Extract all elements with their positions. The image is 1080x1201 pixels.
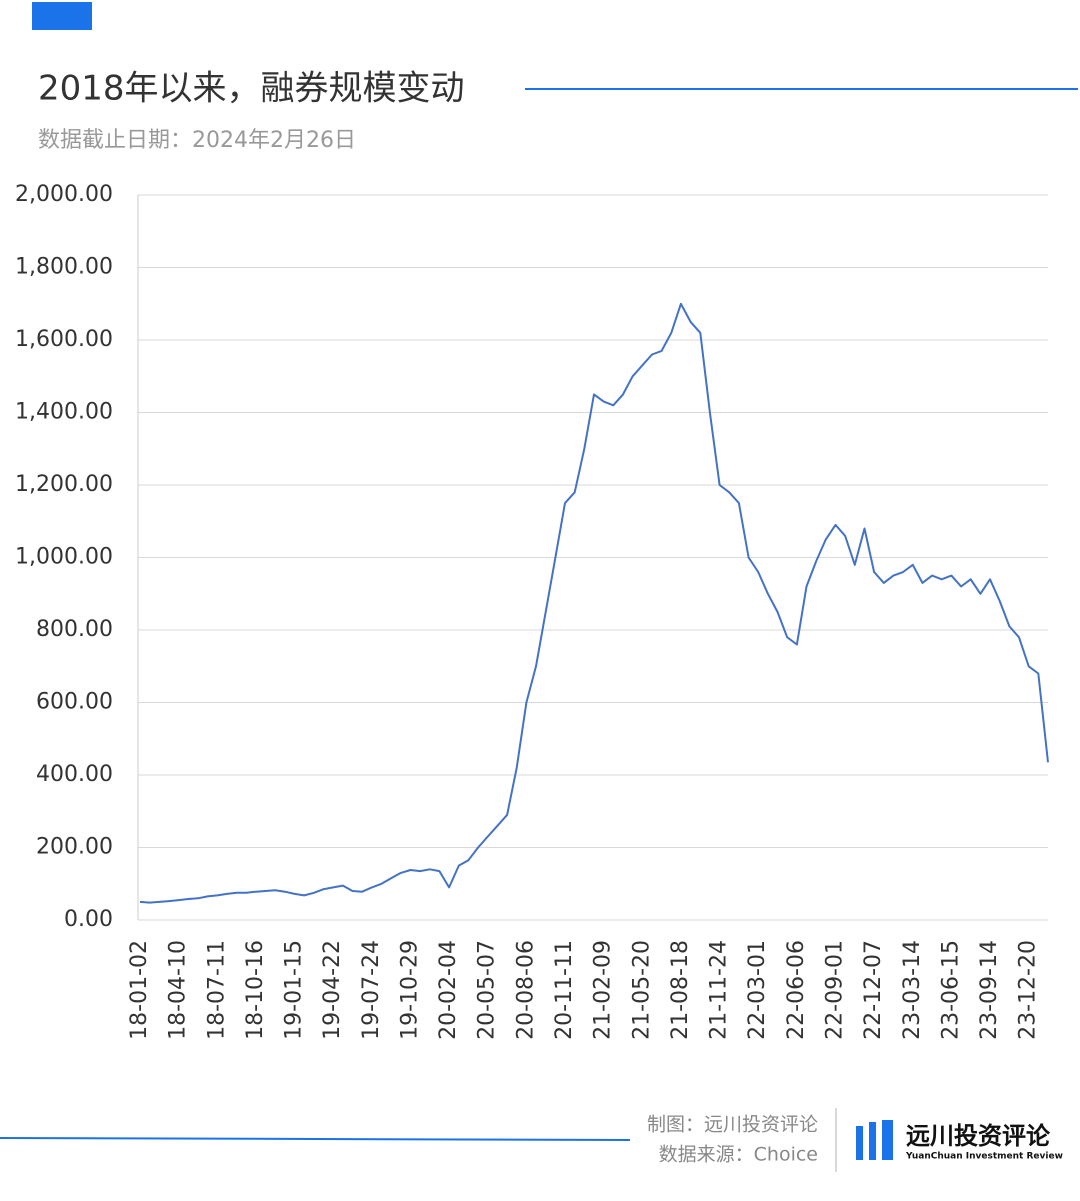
x-tick-label: 20-08-06 bbox=[513, 940, 538, 1040]
y-tick-label: 0.00 bbox=[64, 907, 113, 932]
x-tick-label: 22-06-06 bbox=[784, 940, 809, 1040]
x-tick-label: 22-09-01 bbox=[822, 940, 847, 1040]
x-tick-label: 23-03-14 bbox=[900, 940, 925, 1040]
brand-en: YuanChuan Investment Review bbox=[905, 1152, 1063, 1162]
x-tick-label: 19-01-15 bbox=[282, 940, 307, 1040]
brand: 远川投资评论 bbox=[906, 1122, 1051, 1150]
x-tick-label: 21-08-18 bbox=[668, 940, 693, 1040]
y-tick-label: 2,000.00 bbox=[15, 182, 113, 207]
x-tick-label: 18-07-11 bbox=[204, 940, 229, 1040]
x-tick-label: 19-04-22 bbox=[320, 940, 345, 1040]
x-tick-label: 23-06-15 bbox=[938, 940, 963, 1040]
y-tick-label: 1,600.00 bbox=[15, 327, 113, 352]
chart-subtitle: 数据截止日期：2024年2月26日 bbox=[38, 128, 356, 153]
x-tick-label: 18-10-16 bbox=[243, 940, 268, 1040]
header-tag bbox=[32, 2, 92, 30]
logo-bars bbox=[856, 1120, 893, 1160]
x-tick-label: 19-10-29 bbox=[397, 940, 422, 1040]
line-series bbox=[139, 302, 1049, 904]
x-tick-label: 18-01-02 bbox=[127, 940, 152, 1040]
x-tick-label: 18-04-10 bbox=[166, 940, 191, 1040]
source: 数据来源：Choice bbox=[659, 1144, 818, 1166]
y-tick-label: 1,200.00 bbox=[15, 472, 113, 497]
x-tick-label: 21-05-20 bbox=[629, 940, 654, 1040]
x-tick-label: 23-12-20 bbox=[1016, 940, 1041, 1040]
x-tick-label: 23-09-14 bbox=[977, 940, 1002, 1040]
x-tick-label: 20-02-04 bbox=[436, 940, 461, 1040]
x-tick-label: 22-12-07 bbox=[861, 940, 886, 1040]
x-tick-label: 21-02-09 bbox=[591, 940, 616, 1040]
y-tick-label: 600.00 bbox=[36, 690, 113, 715]
x-tick-label: 20-11-11 bbox=[552, 940, 577, 1040]
x-tick-label: 21-11-24 bbox=[707, 940, 732, 1040]
x-tick-label: 22-03-01 bbox=[745, 940, 770, 1040]
y-tick-label: 400.00 bbox=[36, 762, 113, 787]
credit: 制图：远川投资评论 bbox=[647, 1114, 818, 1136]
y-tick-label: 200.00 bbox=[36, 835, 113, 860]
y-tick-label: 1,000.00 bbox=[15, 545, 113, 570]
y-tick-label: 1,400.00 bbox=[15, 400, 113, 425]
footer-rule bbox=[0, 1137, 631, 1141]
y-tick-label: 1,800.00 bbox=[15, 255, 113, 280]
y-tick-label: 800.00 bbox=[36, 617, 113, 642]
x-tick-label: 19-07-24 bbox=[359, 940, 384, 1040]
chart-title: 2018年以来，融券规模变动 bbox=[38, 69, 465, 109]
x-tick-label: 20-05-07 bbox=[475, 940, 500, 1040]
